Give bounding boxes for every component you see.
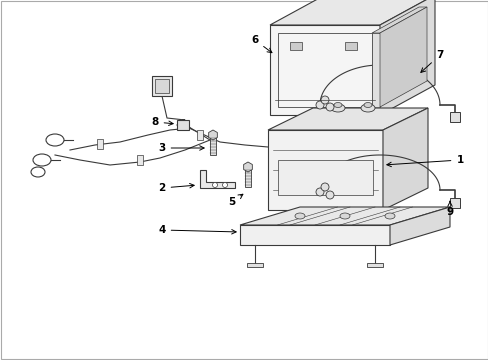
Bar	[244, 169, 250, 187]
Polygon shape	[379, 0, 434, 115]
Polygon shape	[269, 0, 434, 25]
Bar	[345, 42, 356, 50]
Bar	[137, 155, 142, 165]
Ellipse shape	[294, 213, 305, 219]
Bar	[155, 79, 169, 93]
Bar	[449, 112, 459, 122]
Text: 9: 9	[446, 201, 453, 217]
Bar	[246, 263, 263, 267]
Bar	[97, 139, 103, 149]
Circle shape	[212, 183, 217, 188]
Polygon shape	[269, 25, 379, 115]
Circle shape	[320, 183, 328, 191]
Ellipse shape	[384, 213, 394, 219]
Bar	[366, 263, 382, 267]
Bar	[197, 130, 203, 140]
Ellipse shape	[330, 104, 345, 112]
Polygon shape	[240, 207, 449, 225]
Circle shape	[315, 188, 324, 196]
Text: 6: 6	[251, 35, 271, 53]
Bar	[152, 76, 172, 96]
Text: 1: 1	[386, 155, 463, 167]
Circle shape	[320, 96, 328, 104]
Text: 5: 5	[228, 194, 243, 207]
Circle shape	[222, 183, 227, 188]
Circle shape	[315, 101, 324, 109]
Polygon shape	[379, 7, 426, 107]
Polygon shape	[267, 130, 382, 210]
Text: 4: 4	[158, 225, 236, 235]
Text: 7: 7	[420, 50, 443, 72]
Polygon shape	[267, 108, 427, 130]
Bar	[278, 160, 372, 195]
Circle shape	[325, 103, 333, 111]
Polygon shape	[389, 207, 449, 245]
Circle shape	[325, 191, 333, 199]
Bar	[177, 120, 189, 130]
Bar	[289, 42, 302, 50]
Ellipse shape	[360, 104, 374, 112]
Polygon shape	[200, 170, 235, 188]
Text: 8: 8	[151, 117, 173, 127]
Ellipse shape	[363, 103, 371, 108]
Ellipse shape	[339, 213, 349, 219]
Polygon shape	[382, 108, 427, 210]
Bar	[449, 198, 459, 208]
Text: 2: 2	[158, 183, 194, 193]
Text: 3: 3	[158, 143, 203, 153]
Polygon shape	[371, 33, 379, 107]
Ellipse shape	[333, 103, 341, 108]
Polygon shape	[240, 225, 389, 245]
Polygon shape	[371, 7, 426, 33]
Bar	[209, 137, 216, 155]
